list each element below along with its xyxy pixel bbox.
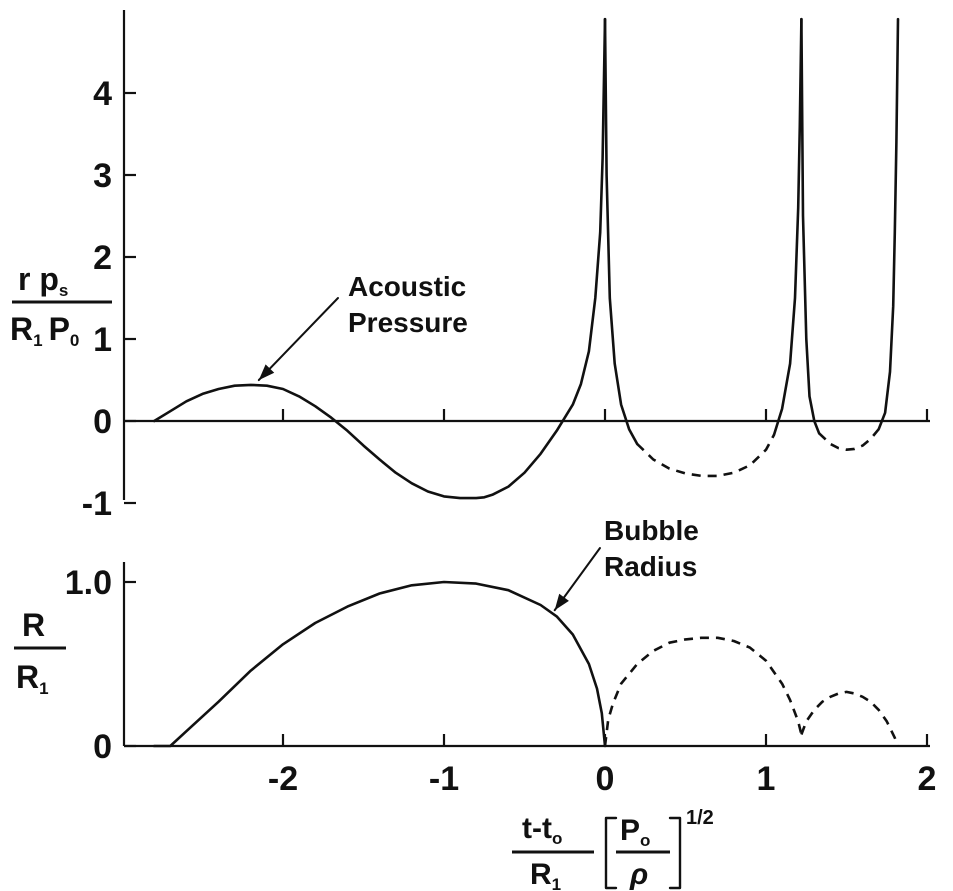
annotation-arrowhead (258, 364, 275, 381)
top-y-tick-label: 0 (93, 403, 112, 441)
top-y-label-numerator: r ps (18, 261, 68, 300)
x-label-right-bracket (668, 816, 682, 890)
x-axis-label: t-to R1 Po ρ 1/2 (512, 807, 714, 891)
bottom-y-label-numerator: R (22, 607, 45, 643)
annotation-arrowhead (554, 593, 569, 611)
acoustic-pressure-curve (152, 17, 900, 500)
pressure-segment-5-solid (800, 17, 821, 435)
bottom-x-tick-label: -1 (429, 760, 459, 798)
x-label-bracket-numerator: Po (620, 814, 650, 850)
bubble-radius-curve (152, 580, 900, 748)
top-y-tick-label: 3 (93, 157, 112, 195)
x-label-rho: ρ (629, 858, 648, 891)
acoustic-pressure-annotation: Acoustic Pressure (257, 271, 468, 382)
pressure-segment-4-solid (772, 17, 803, 437)
radius-segment-2-dashed (603, 636, 803, 747)
radius-segment-1-solid (152, 580, 607, 748)
bottom-y-tick-label: 1.0 (65, 564, 112, 602)
annotation-leader-line (257, 297, 339, 382)
annotation-radius: Radius (604, 551, 697, 582)
pressure-segment-2-solid (603, 17, 639, 446)
bottom-x-ticks: -2 -1 0 1 2 (268, 734, 937, 798)
bottom-x-tick-label: 0 (596, 760, 615, 798)
top-y-tick-label: -1 (82, 485, 112, 523)
bottom-x-tick-label: 2 (918, 760, 937, 798)
bottom-y-label-denominator: R1 (16, 659, 49, 698)
pressure-segment-1-solid (152, 17, 607, 500)
annotation-bubble: Bubble (604, 515, 699, 546)
top-y-label-denominator: R1 P0 (10, 311, 79, 350)
pressure-segment-3-dashed (636, 434, 776, 478)
bottom-y-label: R R1 (14, 607, 66, 698)
bottom-x-tick-label: -2 (268, 760, 298, 798)
x-label-denominator: R1 (530, 858, 561, 891)
radius-segment-3-dashed (800, 690, 900, 747)
bottom-y-ticks: 01.0 (65, 564, 136, 766)
pressure-segment-7-solid (877, 17, 900, 431)
x-label-numerator: t-to (522, 812, 562, 848)
acoustic-pressure-panel: -1 0 1 2 3 4 r ps R1 P0 Acoustic Pressure (10, 10, 930, 523)
pressure-segment-6-dashed (818, 428, 880, 452)
x-label-exponent: 1/2 (686, 807, 714, 829)
top-y-tick-label: 2 (93, 239, 112, 277)
bubble-radius-panel: 01.0 -2 -1 0 1 2 R R1 Bubble Radius t-to R1 … (14, 515, 936, 891)
bottom-x-tick-label: 1 (757, 760, 776, 798)
annotation-acoustic: Acoustic (348, 271, 466, 302)
top-x-ticks (281, 409, 929, 421)
annotation-pressure: Pressure (348, 307, 468, 338)
x-label-left-bracket (604, 816, 618, 890)
bubble-radius-annotation: Bubble Radius (553, 515, 699, 612)
top-y-tick-label: 4 (93, 75, 112, 113)
top-y-ticks: -1 0 1 2 3 4 (82, 75, 136, 523)
top-y-tick-label: 1 (93, 321, 112, 359)
bottom-y-tick-label: 0 (93, 728, 112, 766)
top-y-label: r ps R1 P0 (10, 261, 112, 350)
